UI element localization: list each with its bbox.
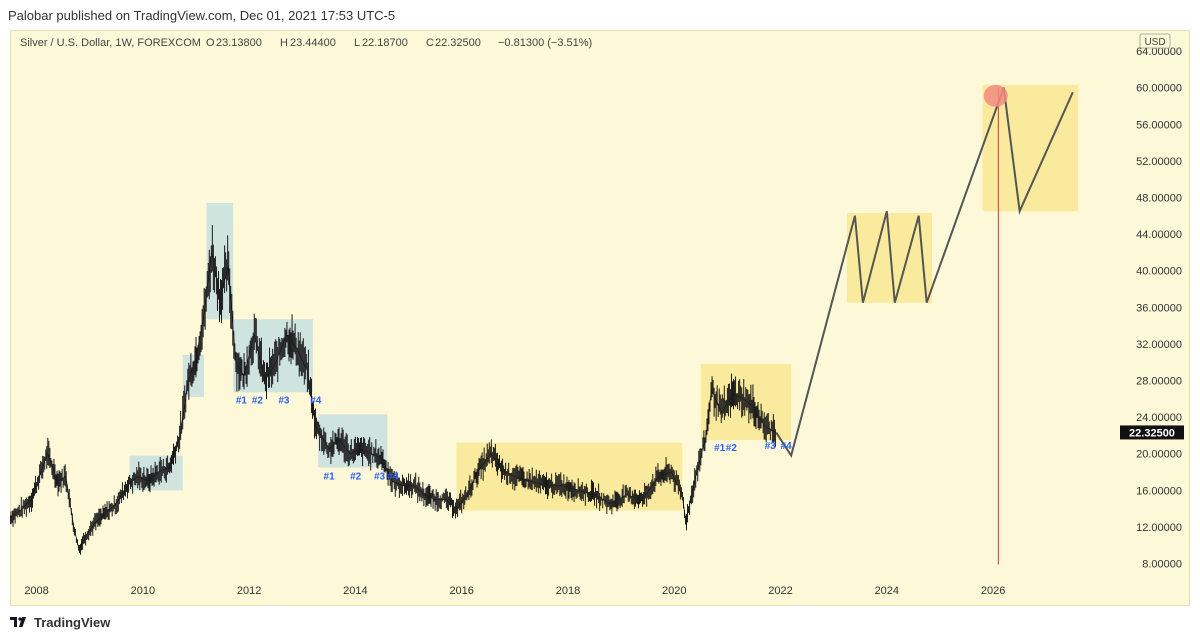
legend-open-value: 23.13800 [216,37,262,49]
projection-line [775,87,1074,458]
x-axis: 2008 2010 2012 2014 2016 2018 2020 2022 2024 2026 [24,585,1005,597]
currency-label: USD [1144,37,1165,48]
marker-label-7: #3 [374,471,386,482]
legend-high-value: 23.44400 [290,37,336,49]
legend-change: −0.81300 (−3.51%) [498,37,592,49]
marker-label-2: #2 [252,395,264,406]
projection [775,84,1074,565]
y-tick-label: 36.00000 [1136,302,1182,314]
x-tick-label: 2012 [237,585,261,597]
publish-header: Palobar published on TradingView.com, De… [0,0,1200,30]
legend-low-label: L [354,37,360,49]
x-tick-label: 2024 [875,585,899,597]
last-price-box [1120,425,1184,440]
marker-label-9: #1 [714,443,726,454]
currency-badge[interactable] [1139,33,1171,49]
marker-label-1: #1 [236,395,248,406]
marker-label-5: #1 [324,471,336,482]
legend-low-value: 22.18700 [362,37,408,49]
marker-label-11: #3 [765,441,777,452]
legend-close-value: 22.32500 [435,37,481,49]
y-tick-label: 28.00000 [1136,375,1182,387]
y-tick-label: 12.00000 [1136,522,1182,534]
legend-high-label: H [280,37,288,49]
x-tick-label: 2026 [981,585,1005,597]
x-tick-label: 2018 [556,585,580,597]
last-price-tag: 22.32500 [1120,425,1184,440]
tradingview-logo-icon [10,617,26,627]
y-tick-label: 20.00000 [1136,449,1182,461]
marker-label-3: #3 [278,395,290,406]
y-tick-label: 16.00000 [1136,485,1182,497]
legend-ohlc: O 23.13800 H 23.44400 L 22.18700 C 22.32… [206,37,592,49]
y-tick-label: 40.00000 [1136,266,1182,278]
y-tick-label: 56.00000 [1136,119,1182,131]
x-tick-label: 2022 [768,585,792,597]
y-tick-label: 52.00000 [1136,156,1182,168]
marker-label-12: #4 [781,441,793,452]
y-tick-label: 24.00000 [1136,412,1182,424]
legend-close-label: C [426,37,434,49]
legend-open-label: O [206,37,215,49]
price-bars [10,225,777,555]
legend-symbol: Silver / U.S. Dollar, 1W, FOREXCOM [20,37,201,49]
chart[interactable]: #1 #2 #3 #4#1 #2 #3 #4#1 #2 #3 #4 8.0000012.00000… [10,30,1190,606]
range-boxes [129,84,1079,511]
last-price-value: 22.32500 [1129,427,1175,439]
footer: TradingView [10,610,110,634]
x-tick-label: 2010 [131,585,155,597]
marker-label-8: #4 [387,471,399,482]
x-tick-label: 2014 [343,585,367,597]
marker-labels: #1 #2 #3 #4#1 #2 #3 #4#1 #2 #3 #4 [236,395,792,482]
marker-label-10: #2 [726,443,738,454]
x-tick-label: 2020 [662,585,686,597]
x-tick-label: 2016 [449,585,473,597]
y-tick-label: 64.00000 [1136,46,1182,58]
y-tick-label: 44.00000 [1136,229,1182,241]
y-axis: 8.00000 12.00000 16.00000 20.00000 24.00000 2… [1136,46,1182,570]
x-tick-label: 2008 [24,585,48,597]
marker-label-4: #4 [310,395,322,406]
y-tick-label: 48.00000 [1136,192,1182,204]
price-close-line [10,252,777,552]
publish-line: Palobar published on TradingView.com, De… [8,8,396,23]
y-tick-label: 8.00000 [1142,559,1182,571]
peak-marker [983,84,1008,107]
y-tick-label: 32.00000 [1136,339,1182,351]
tradingview-brand: TradingView [34,614,111,630]
y-tick-label: 60.00000 [1136,83,1182,95]
marker-label-6: #2 [350,471,362,482]
